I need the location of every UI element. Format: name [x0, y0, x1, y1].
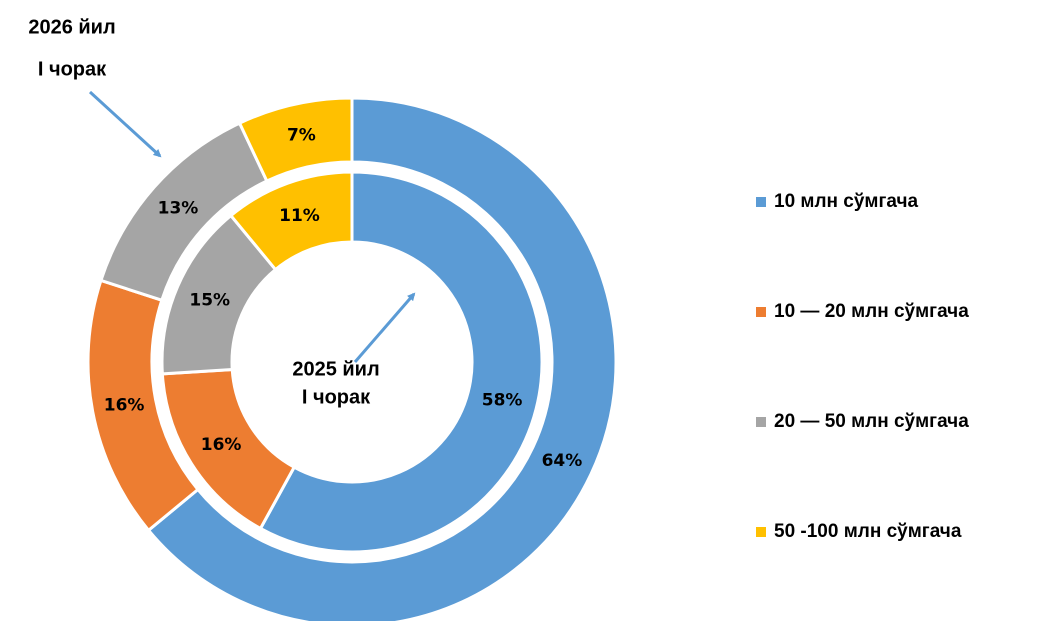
donut-slice	[258, 170, 544, 554]
legend-label: 20 — 50 млн сўмгача	[774, 411, 969, 432]
donut-slice	[237, 96, 354, 184]
data-label: 16%	[201, 435, 242, 455]
data-label: 13%	[158, 199, 199, 219]
legend-swatch	[756, 527, 766, 537]
legend-swatch	[756, 197, 766, 207]
arrow	[353, 292, 416, 363]
legend-label: 10 млн сўмгача	[774, 191, 919, 212]
data-label: 64%	[542, 451, 583, 471]
donut-slice	[146, 96, 618, 621]
outer-ring-label: 2026 йил	[28, 16, 115, 38]
data-label: 58%	[482, 391, 523, 411]
arrow	[88, 90, 162, 158]
outer-ring-label: I чорак	[38, 58, 107, 80]
legend-label: 50 -100 млн сўмгача	[774, 521, 962, 542]
legend-swatch	[756, 307, 766, 317]
data-label: 15%	[189, 290, 230, 310]
legend-swatch	[756, 417, 766, 427]
data-label: 11%	[279, 206, 320, 226]
inner-ring-label: I чорак	[302, 386, 371, 408]
inner-ring-label: 2025 йил	[292, 358, 379, 380]
donut-slice	[228, 170, 354, 272]
data-label: 16%	[104, 395, 145, 415]
data-label: 7%	[287, 126, 316, 146]
legend-label: 10 — 20 млн сўмгача	[774, 301, 969, 322]
